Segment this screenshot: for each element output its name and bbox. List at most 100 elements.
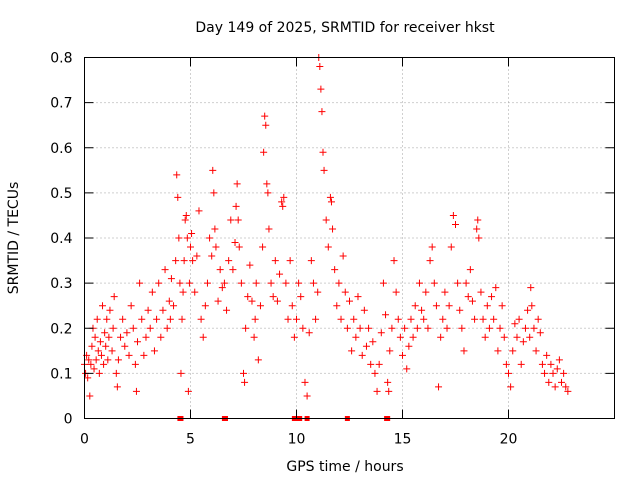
data-point — [96, 338, 104, 346]
data-point — [193, 252, 201, 260]
y-tick-label: 0.4 — [50, 231, 72, 247]
data-point — [521, 324, 529, 332]
data-point — [500, 333, 508, 341]
data-point — [201, 302, 209, 310]
data-point — [447, 243, 455, 251]
data-point — [496, 324, 504, 332]
data-point — [225, 257, 233, 265]
data-point — [177, 369, 185, 377]
data-point — [105, 333, 113, 341]
data-point — [473, 225, 481, 233]
data-point — [159, 306, 167, 314]
data-point — [319, 148, 327, 156]
data-point — [163, 324, 171, 332]
data-point — [148, 288, 156, 296]
y-tick-label: 0.3 — [50, 276, 72, 292]
data-point — [87, 360, 95, 368]
data-point — [343, 324, 351, 332]
data-point — [517, 360, 525, 368]
data-point — [492, 284, 500, 292]
data-point — [443, 324, 451, 332]
data-point — [252, 279, 260, 287]
x-tick-label: 15 — [394, 432, 412, 448]
data-point — [356, 324, 364, 332]
data-point — [259, 243, 267, 251]
data-point — [371, 369, 379, 377]
data-point — [373, 387, 381, 395]
y-tick-label: 0.1 — [50, 366, 72, 382]
data-point — [167, 275, 175, 283]
data-point — [385, 387, 393, 395]
data-point — [549, 369, 557, 377]
data-point — [93, 315, 101, 323]
data-point — [324, 243, 332, 251]
data-point — [218, 284, 226, 292]
data-point — [85, 356, 93, 364]
data-point — [134, 338, 141, 346]
data-point — [452, 220, 459, 228]
data-point — [481, 333, 489, 341]
data-point — [299, 324, 307, 332]
data-point — [551, 383, 559, 391]
data-point — [532, 347, 540, 355]
data-point — [468, 297, 476, 305]
data-point — [474, 216, 482, 224]
data-point — [293, 315, 300, 323]
data-point — [172, 257, 180, 265]
data-point — [295, 279, 303, 287]
data-point — [237, 279, 245, 287]
data-point — [377, 329, 385, 337]
data-point — [305, 329, 313, 337]
data-point — [331, 266, 339, 274]
data-point — [386, 347, 394, 355]
data-point — [271, 257, 279, 265]
data-point — [301, 378, 309, 386]
data-point — [129, 324, 137, 332]
data-point — [206, 234, 214, 242]
data-point — [90, 365, 98, 373]
data-point — [303, 392, 311, 400]
data-point — [555, 356, 563, 364]
data-point — [269, 293, 277, 301]
data-point — [494, 347, 502, 355]
data-point — [95, 369, 103, 377]
data-point — [97, 351, 105, 359]
data-point — [109, 324, 117, 332]
data-point — [223, 306, 231, 314]
data-point — [235, 243, 243, 251]
data-point — [526, 333, 534, 341]
data-point — [185, 279, 193, 287]
data-point — [307, 257, 315, 265]
data-point — [232, 202, 240, 210]
data-point — [475, 234, 483, 242]
data-point — [136, 279, 144, 287]
data-point — [144, 306, 152, 314]
data-point — [369, 338, 377, 346]
data-point — [282, 279, 290, 287]
data-point — [327, 198, 335, 206]
data-point — [435, 383, 443, 391]
data-point — [188, 229, 196, 237]
data-point — [251, 315, 259, 323]
data-point — [507, 383, 515, 391]
data-point — [460, 347, 468, 355]
data-point — [547, 360, 555, 368]
y-axis: 0 0.1 0.2 0.3 0.4 0.5 0.6 0.7 0.8 — [50, 51, 615, 428]
data-point — [187, 243, 194, 251]
data-point — [113, 383, 121, 391]
data-point — [464, 293, 472, 301]
data-point — [288, 302, 296, 310]
data-point — [161, 266, 169, 274]
data-point — [337, 315, 345, 323]
data-point — [513, 333, 521, 341]
data-point — [233, 180, 241, 188]
data-point — [477, 288, 485, 296]
data-point — [92, 356, 100, 364]
data-point — [229, 266, 237, 274]
data-point — [119, 315, 127, 323]
data-point — [242, 324, 250, 332]
data-point — [454, 279, 462, 287]
data-point — [175, 234, 183, 242]
data-point — [103, 315, 111, 323]
